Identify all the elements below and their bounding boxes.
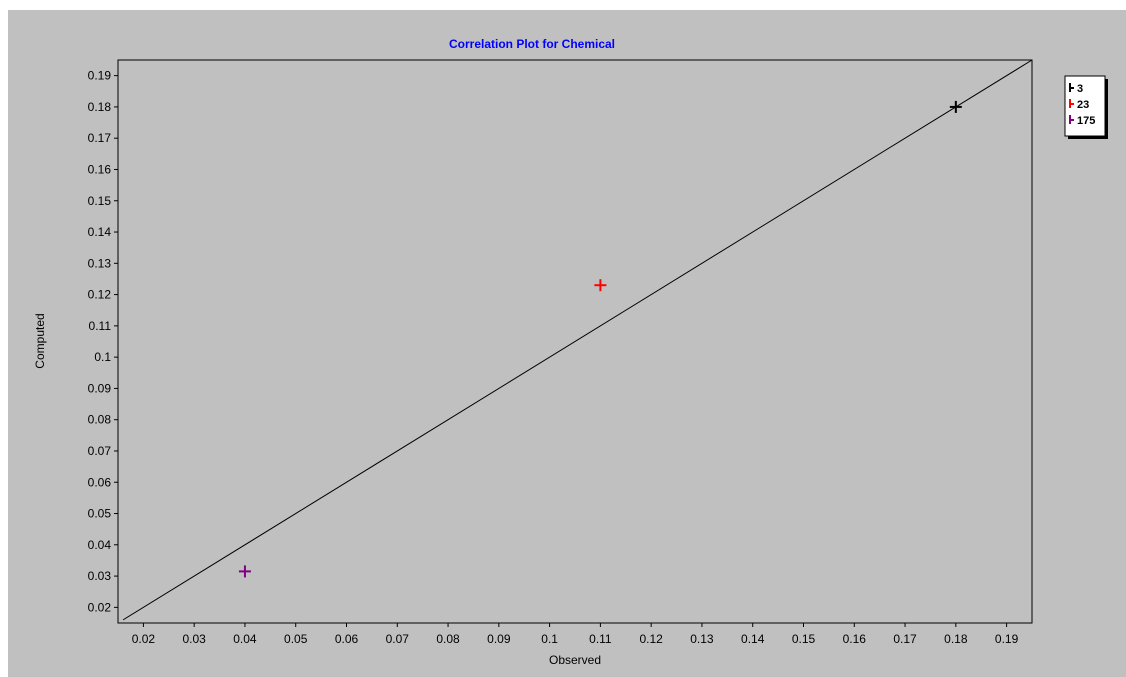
chart-frame: Correlation Plot for Chemical 0.02 0.03 0.… [8,10,1126,677]
x-tick-label: 0.07 [386,632,410,646]
x-tick-label: 0.04 [233,632,257,646]
legend-items: 3 23 175 [1069,83,1095,127]
y-tick-label: 0.11 [89,319,112,333]
x-tick-label: 0.15 [792,632,816,646]
chart-svg: Correlation Plot for Chemical 0.020.030.… [33,37,1108,667]
x-tick-label: 0.18 [944,632,968,646]
y-axis: 0.02 0.03 0.04 0.05 0.06 0.07 0.08 0.09 0.1 0.11 0… [88,69,118,614]
y-tick-label: 0.1 [94,350,111,364]
y-tick-label: 0.02 [88,600,112,614]
y-tick-label: 0.16 [88,162,112,176]
y-tick-label: 0.08 [88,413,112,427]
legend-label: 175 [1077,115,1095,127]
y-tick-label: 0.14 [88,225,112,239]
x-axis: 0.02 0.03 0.04 0.05 0.06 0.07 0.08 0.09 0.1 0.11 0… [132,623,1019,646]
reference-line [122,59,1033,621]
y-tick-label: 0.17 [88,131,112,145]
legend-item-175: 175 [1069,115,1095,127]
reference-line-group [122,59,1033,621]
legend-item-3: 3 [1069,83,1083,95]
y-tick-label: 0.18 [88,100,112,114]
chart-title: Correlation Plot for Chemical [449,37,615,51]
x-axis-label: Observed [549,653,601,667]
y-tick-label: 0.03 [88,569,112,583]
x-tick-label: 0.13 [690,632,714,646]
y-tick-label: 0.19 [88,69,112,83]
data-points-group [238,100,962,578]
data-point-3 [949,100,962,113]
y-tick-label: 0.05 [88,507,112,521]
x-tick-label: 0.1 [541,632,558,646]
x-tick-label: 0.03 [182,632,206,646]
x-tick-label: 0.16 [843,632,867,646]
y-tick-label: 0.13 [88,256,112,270]
y-tick-label: 0.12 [88,288,112,302]
x-tick-label: 0.09 [487,632,511,646]
y-tick-label: 0.15 [88,194,112,208]
x-tick-label: 0.14 [741,632,765,646]
data-point-23 [594,279,607,292]
x-tick-label: 0.17 [893,632,917,646]
x-tick-label: 0.02 [132,632,156,646]
legend-label: 3 [1077,83,1083,95]
legend: 3 23 175 [1064,75,1108,139]
legend-label: 23 [1077,99,1089,111]
x-tick-label: 0.19 [995,632,1019,646]
y-tick-label: 0.07 [88,444,112,458]
x-tick-label: 0.08 [436,632,460,646]
x-tick-label: 0.11 [589,632,612,646]
legend-box [1064,75,1106,137]
legend-item-23: 23 [1069,99,1089,111]
y-tick-label: 0.04 [88,538,112,552]
y-tick-label: 0.06 [88,475,112,489]
x-tick-label: 0.06 [335,632,359,646]
y-tick-label: 0.09 [88,381,112,395]
x-tick-label: 0.05 [284,632,308,646]
y-axis-label: Computed [33,313,47,368]
data-point-175 [238,565,251,578]
x-tick-label: 0.12 [639,632,663,646]
